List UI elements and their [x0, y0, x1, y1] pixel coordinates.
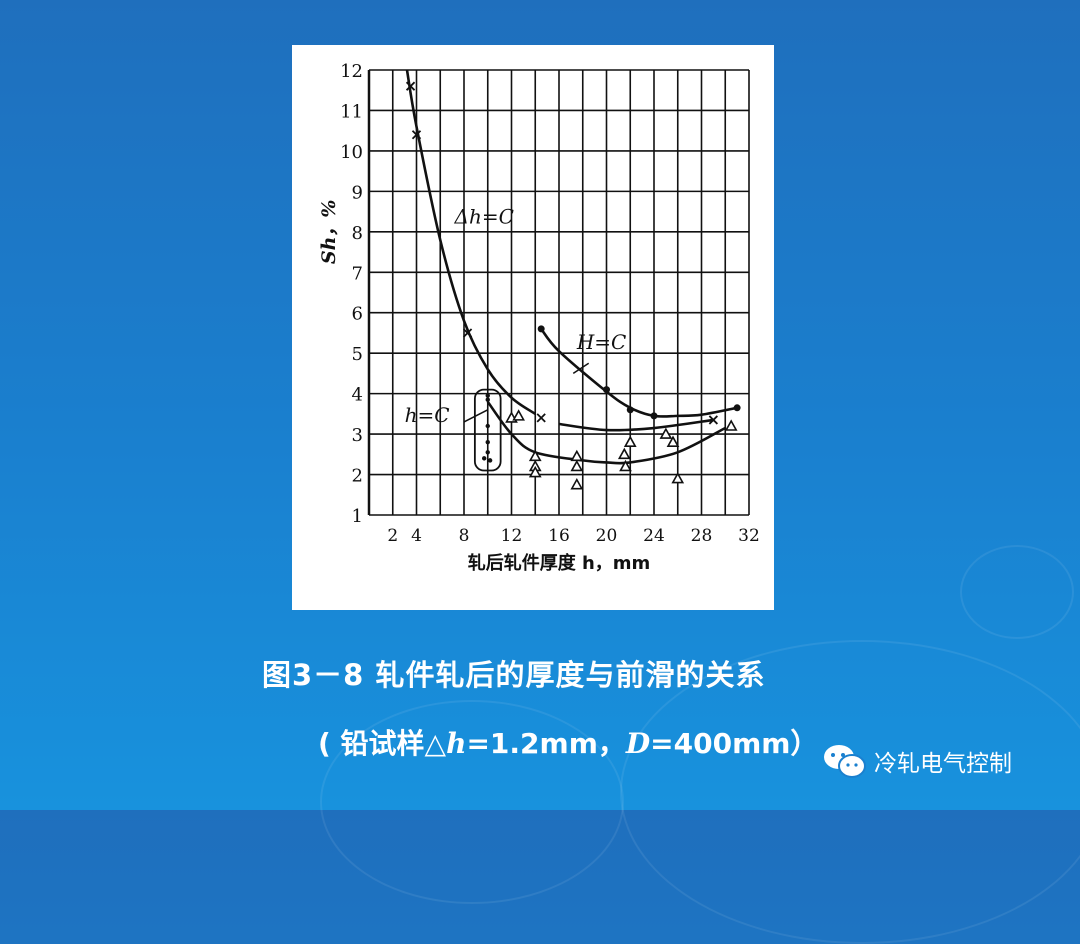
data-point-dot — [485, 423, 490, 429]
label-leader-line — [572, 362, 590, 375]
data-point-triangle — [666, 435, 680, 447]
y-axis-label: Sh，% — [318, 200, 340, 265]
data-point-triangle — [570, 459, 584, 472]
data-point-cross — [405, 81, 416, 91]
x-axis-label: 轧后轧件厚度 h，mm — [468, 552, 651, 574]
x-tick-label: 4 — [411, 526, 422, 546]
x-tick-label: 24 — [643, 526, 665, 546]
x-tick-label: 28 — [691, 526, 713, 546]
data-point-dot — [485, 393, 490, 398]
data-point-dot — [487, 458, 493, 463]
data-point-triangle — [724, 419, 738, 431]
data-point-dot — [650, 412, 658, 420]
x-tick-label: 2 — [387, 526, 398, 546]
note-d: D — [625, 727, 651, 760]
wechat-icon — [824, 745, 866, 778]
data-point-triangle — [512, 409, 525, 421]
x-tick-label: 16 — [548, 526, 570, 546]
x-tick-label: 32 — [738, 526, 760, 546]
y-tick-label: 6 — [352, 304, 363, 325]
y-tick-label: 3 — [352, 425, 363, 446]
y-tick-label: 9 — [352, 182, 363, 203]
data-point-triangle — [617, 447, 631, 460]
label-leader-line — [463, 409, 489, 423]
data-point-triangle — [570, 478, 584, 490]
data-point-cross — [462, 328, 473, 338]
watermark: 冷轧电气控制 — [822, 742, 1012, 780]
chart-figure: 2 4 8 12 16 20 24 28 32 1 2 3 4 5 6 7 8 9 10 11 12 轧后轧件厚度 h，m… — [292, 45, 774, 610]
note-h: h — [446, 727, 467, 760]
curve-label: H=C — [576, 330, 627, 354]
y-tick-label: 2 — [352, 466, 363, 487]
figure-note: ( 铅试样△h=1.2mm，D=400mm） — [318, 722, 818, 762]
data-point-cross — [411, 130, 422, 140]
y-tick-label: 1 — [352, 506, 363, 527]
x-tick-label: 8 — [459, 526, 470, 546]
data-point-dot — [733, 404, 741, 412]
note-suffix: =400mm） — [650, 727, 819, 760]
y-tick-label: 4 — [352, 385, 363, 406]
data-point-dot — [481, 456, 487, 461]
data-point-triangle — [623, 435, 637, 447]
curve-hc-continued — [558, 418, 714, 432]
data-point-triangle — [659, 427, 673, 439]
data-point-dot — [485, 439, 490, 445]
data-point-dot — [603, 386, 610, 394]
data-point-dot — [485, 450, 490, 455]
note-mid: =1.2mm， — [466, 727, 626, 760]
data-point-cross — [708, 415, 719, 425]
y-tick-label: 10 — [340, 142, 363, 163]
y-tick-label: 12 — [340, 61, 363, 82]
ripple-decoration — [960, 545, 1074, 639]
curve-hc — [540, 328, 738, 418]
curve-hc — [486, 400, 726, 465]
data-point-dot — [626, 406, 634, 414]
point-group-outline — [473, 388, 502, 472]
data-point-triangle — [619, 459, 632, 472]
data-point-triangle — [528, 465, 542, 478]
data-point-cross — [536, 413, 546, 423]
y-tick-label: 8 — [352, 223, 363, 244]
y-tick-label: 11 — [340, 101, 363, 122]
watermark-text: 冷轧电气控制 — [874, 751, 1012, 777]
x-tick-label: 12 — [501, 526, 523, 546]
data-point-dot — [537, 325, 545, 333]
data-point-triangle — [570, 449, 584, 462]
data-point-triangle — [671, 471, 685, 484]
curve-label: h=C — [405, 403, 450, 427]
curve-hc — [405, 69, 536, 415]
x-tick-label: 20 — [596, 526, 618, 546]
y-tick-label: 5 — [352, 344, 363, 365]
data-point-dot — [485, 397, 490, 402]
figure-caption: 图3－8 轧件轧后的厚度与前滑的关系 — [262, 658, 766, 692]
curve-label: Δh=C — [454, 205, 514, 229]
note-prefix: ( 铅试样△ — [318, 727, 447, 760]
y-tick-label: 7 — [352, 263, 363, 284]
